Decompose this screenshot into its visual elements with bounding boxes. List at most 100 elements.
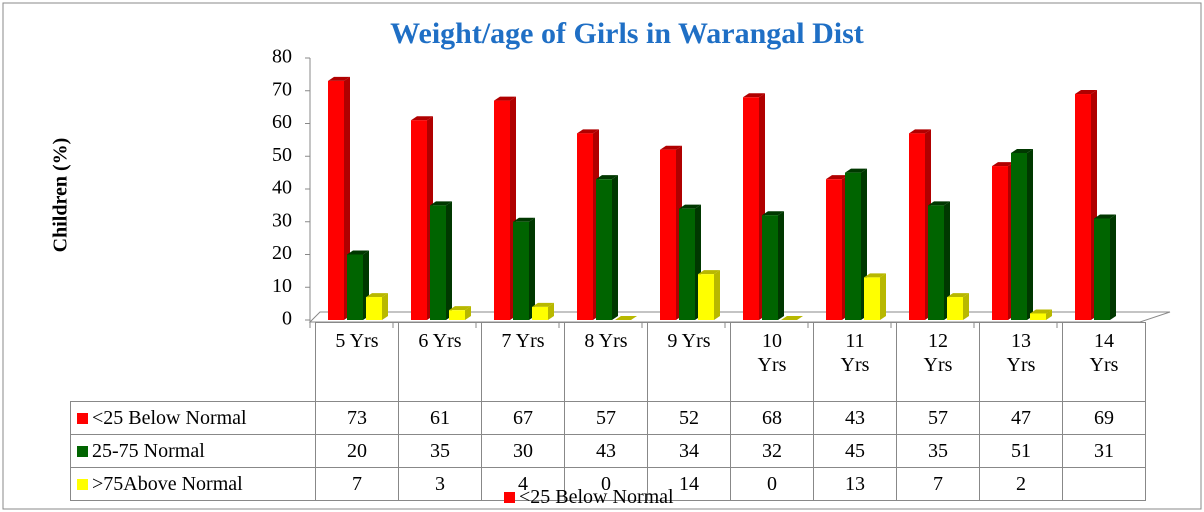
y-tick-label: 50 (272, 144, 292, 166)
table-header-cell: 10 Yrs (730, 322, 814, 402)
bar-top (596, 175, 618, 180)
y-tick-label: 10 (272, 275, 292, 297)
legend-entry: 25-75 Normal (70, 434, 316, 468)
table-header-cell: 11 Yrs (813, 322, 897, 402)
table-cell: 35 (896, 434, 980, 468)
bar (1030, 313, 1046, 320)
bar (947, 297, 963, 320)
bar-side (548, 302, 554, 320)
table-header-cell: 5 Yrs (315, 322, 399, 402)
bar-side (465, 306, 471, 320)
bar (1011, 152, 1027, 320)
x-tick-label: 6 Yrs (418, 330, 462, 352)
bar (577, 133, 593, 320)
bar-top (513, 217, 535, 222)
bar-top (781, 316, 803, 320)
value-label: 0 (601, 472, 611, 495)
bar-top (1075, 90, 1097, 95)
bar-top (449, 306, 471, 311)
bar-top (845, 168, 867, 173)
legend-swatch (77, 478, 88, 490)
bar-top (328, 76, 350, 81)
table-cell: 3 (398, 467, 482, 501)
bar (1094, 218, 1110, 320)
bar-side (446, 201, 452, 320)
bar-top (660, 145, 682, 150)
table-cell: 2 (979, 467, 1063, 501)
table-cell: 61 (398, 401, 482, 435)
x-tick-label: 12 Yrs (923, 330, 953, 376)
table-cell: 32 (730, 434, 814, 468)
value-label: 35 (928, 439, 948, 462)
table-cell: 20 (315, 434, 399, 468)
table-header-cell: 12 Yrs (896, 322, 980, 402)
bar-side (612, 175, 618, 320)
bar-top (430, 201, 452, 206)
value-label: 69 (1094, 406, 1114, 429)
bar (1075, 94, 1091, 321)
value-label: 47 (1011, 406, 1031, 429)
legend-label: <25 Below Normal (519, 486, 674, 508)
bar-top (615, 316, 637, 320)
value-label: 20 (347, 439, 367, 462)
table-cell: 45 (813, 434, 897, 468)
bar-top (411, 116, 433, 121)
table-cell: 43 (564, 434, 648, 468)
bar-side (529, 217, 535, 320)
table-row: 25-75 Normal 20 35 30 43 34 32 45 35 51 31 (70, 434, 1146, 468)
legend-label: >75Above Normal (92, 472, 243, 495)
x-tick-label: 11 Yrs (840, 330, 870, 376)
value-label: 32 (762, 439, 782, 462)
x-tick-label: 14 Yrs (1089, 330, 1119, 376)
value-label: 4 (518, 472, 528, 495)
table-cell: 7 (896, 467, 980, 501)
bar-side (944, 201, 950, 320)
table-cell: 69 (1062, 401, 1146, 435)
bar-side (880, 273, 886, 320)
bar-top (743, 93, 765, 98)
table-header-cell: 8 Yrs (564, 322, 648, 402)
x-tick-label: 9 Yrs (667, 330, 711, 352)
bar-top (532, 302, 554, 307)
y-tick-label: 0 (282, 308, 292, 330)
table-header-cell: 14 Yrs (1062, 322, 1146, 402)
value-label: 34 (679, 439, 699, 462)
bar (411, 120, 427, 320)
bar-top (679, 204, 701, 209)
y-tick-label: 70 (272, 78, 292, 100)
x-tick-label: 5 Yrs (335, 330, 379, 352)
bar-top (1030, 309, 1052, 314)
table-cell: 0 (564, 467, 648, 501)
value-label: 31 (1094, 439, 1114, 462)
bar-top (909, 129, 931, 134)
bar (328, 80, 344, 320)
bar-top (928, 201, 950, 206)
bar (698, 274, 714, 320)
table-row: >75Above Normal 7 3 4 0 14 0 13 7 2 (70, 467, 1146, 501)
bar (928, 205, 944, 320)
table-cell: 34 (647, 434, 731, 468)
value-label: 52 (679, 406, 699, 429)
bar (513, 221, 529, 320)
value-label: 7 (933, 472, 943, 495)
table-cell: 35 (398, 434, 482, 468)
legend-entry: <25 Below Normal (70, 401, 316, 435)
bar (679, 208, 695, 320)
legend-overlay: <25 Below Normal (504, 486, 674, 509)
value-label: 57 (596, 406, 616, 429)
value-label: 51 (1011, 439, 1031, 462)
value-label: 61 (430, 406, 450, 429)
table-header-cell: 6 Yrs (398, 322, 482, 402)
bar (347, 254, 363, 320)
bar-top (366, 293, 388, 298)
value-label: 43 (596, 439, 616, 462)
bar-top (826, 175, 848, 180)
bar-top (947, 293, 969, 298)
bar-top (494, 96, 516, 101)
bar (430, 205, 446, 320)
bar-top (864, 273, 886, 278)
x-tick-label: 13 Yrs (1006, 330, 1036, 376)
bar (449, 310, 465, 320)
